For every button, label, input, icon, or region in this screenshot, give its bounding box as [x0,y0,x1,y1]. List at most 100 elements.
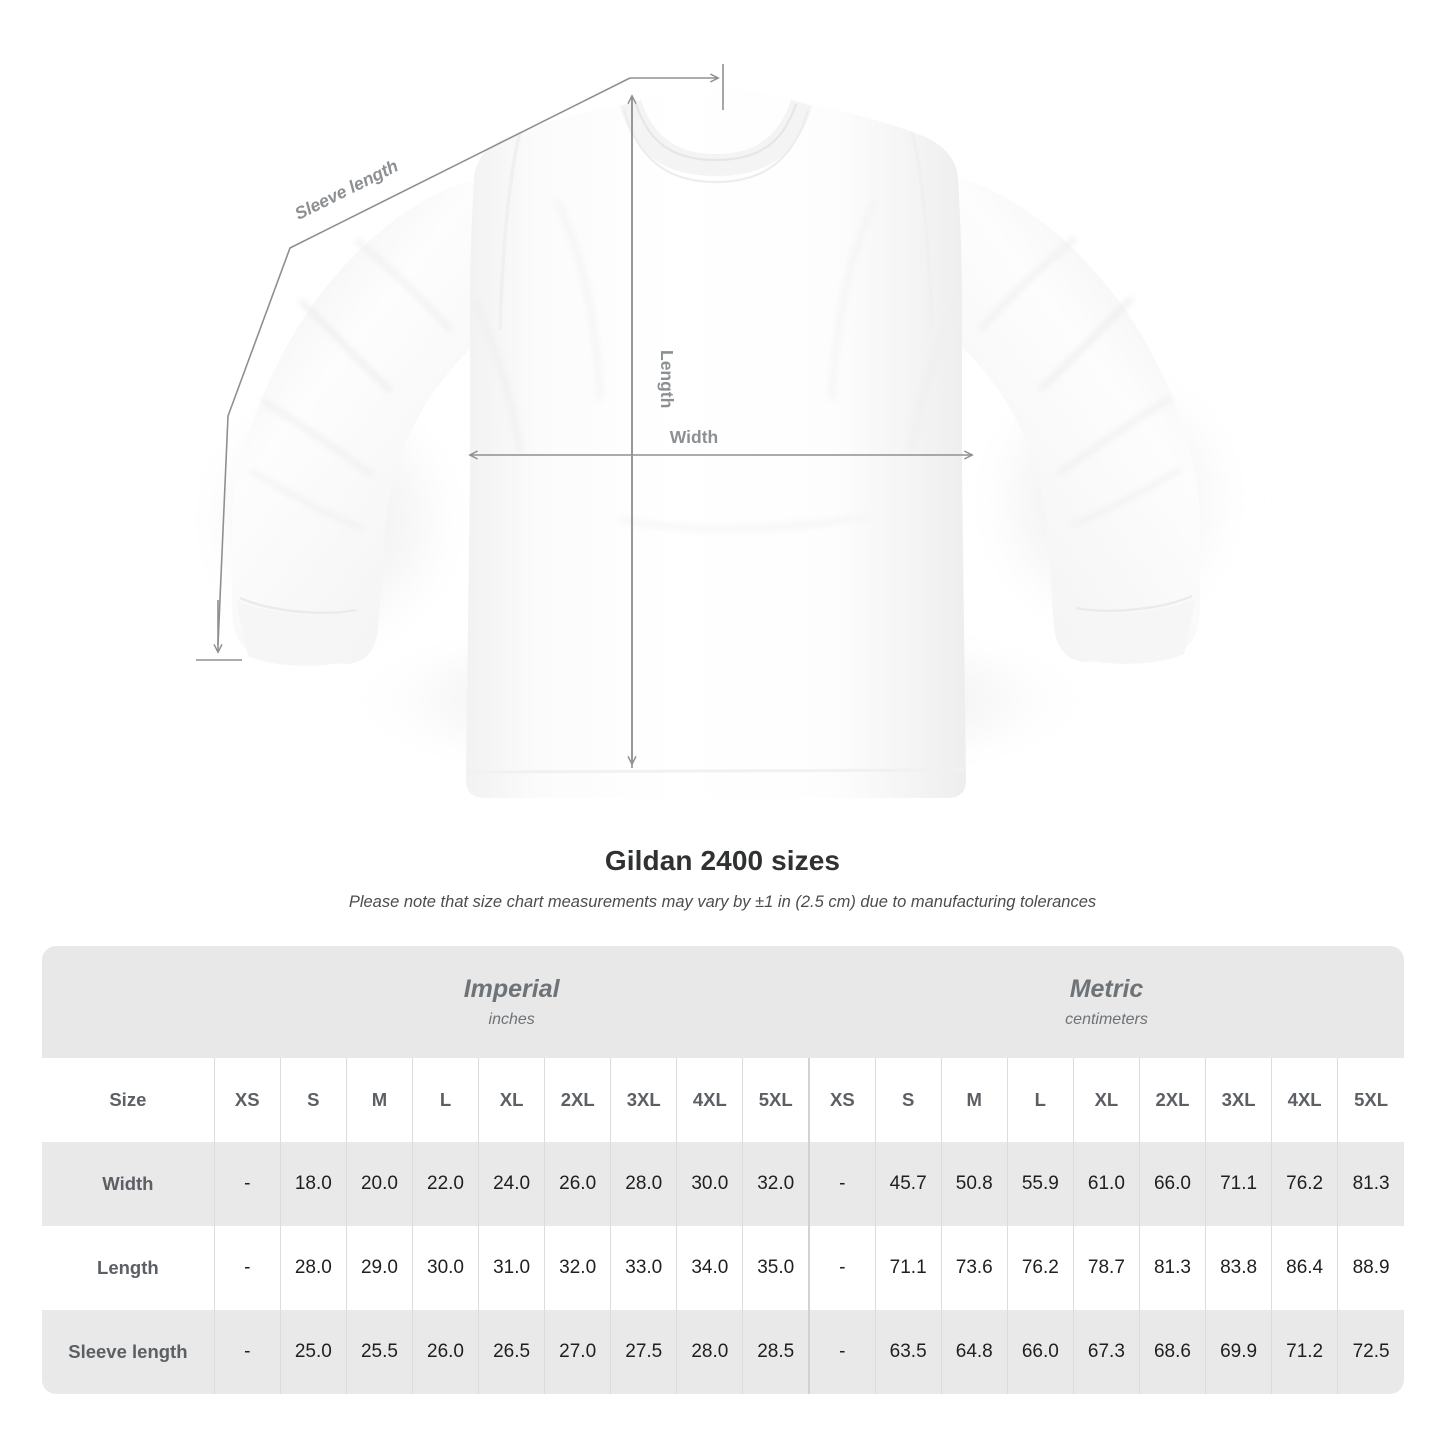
col-header-metric-s: S [874,1058,942,1142]
col-header-imperial-m: M [345,1058,413,1142]
col-header-metric-m: M [940,1058,1008,1142]
cell-sleeve-metric-2xl: 68.6 [1138,1310,1206,1394]
page-title: Gildan 2400 sizes [604,845,841,876]
cell-width-imperial-2xl: 26.0 [544,1142,611,1226]
cell-length-imperial-4xl: 34.0 [676,1226,743,1310]
unit-banner-metric: Metric centimeters [809,946,1404,1058]
garment-illustration: Sleeve length Length Width [180,64,1260,798]
col-header-imperial-xs: XS [213,1058,281,1142]
cell-length-metric-xl: 78.7 [1072,1226,1140,1310]
cell-length-metric-4xl: 86.4 [1271,1226,1338,1310]
cell-width-metric-3xl: 71.1 [1205,1142,1272,1226]
cell-length-imperial-xs: - [213,1226,281,1310]
col-header-metric-3xl: 3XL [1205,1058,1272,1142]
cell-length-metric-2xl: 81.3 [1138,1226,1206,1310]
cell-width-imperial-xs: - [213,1142,281,1226]
cell-sleeve-imperial-xs: - [213,1310,281,1394]
cell-sleeve-imperial-5xl: 28.5 [742,1310,810,1394]
cell-sleeve-metric-5xl: 72.5 [1337,1310,1404,1394]
cell-sleeve-imperial-m: 25.5 [345,1310,413,1394]
col-header-metric-xs: XS [808,1058,876,1142]
col-header-metric-xl: XL [1072,1058,1140,1142]
size-table-container: Imperial inches Metric centimeters Size … [42,946,1404,1394]
table-header-row: Size XS S M L XL 2XL 3XL 4XL 5XL XS S M … [42,1058,1404,1142]
corner-label: Size [42,1058,215,1142]
cell-width-imperial-4xl: 30.0 [676,1142,743,1226]
row-label-sleeve-length: Sleeve length [42,1310,215,1394]
cell-sleeve-metric-4xl: 71.2 [1271,1310,1338,1394]
col-header-imperial-2xl: 2XL [544,1058,611,1142]
unit-banner-imperial: Imperial inches [214,946,810,1058]
table-row: Length - 28.0 29.0 30.0 31.0 32.0 33.0 3… [42,1226,1404,1310]
cell-length-metric-l: 76.2 [1006,1226,1074,1310]
cell-width-imperial-l: 22.0 [411,1142,479,1226]
table-row: Sleeve length - 25.0 25.5 26.0 26.5 27.0… [42,1310,1404,1394]
col-header-metric-2xl: 2XL [1138,1058,1206,1142]
unit-banner-row: Imperial inches Metric centimeters [42,946,1404,1058]
cell-width-metric-xl: 61.0 [1072,1142,1140,1226]
unit-sub-imperial: inches [488,1011,535,1029]
tolerance-note: Please note that size chart measurements… [348,893,1097,911]
cell-length-imperial-s: 28.0 [279,1226,347,1310]
col-header-metric-l: L [1006,1058,1074,1142]
table-row: Width - 18.0 20.0 22.0 24.0 26.0 28.0 30… [42,1142,1404,1226]
title-block: Gildan 2400 sizes Please note that size … [0,845,1445,912]
col-header-imperial-4xl: 4XL [676,1058,743,1142]
cell-sleeve-imperial-l: 26.0 [411,1310,479,1394]
measurement-annotations [196,64,972,768]
left-sleeve [232,180,534,666]
sleeve-measure-path [217,77,631,646]
cell-width-metric-xs: - [808,1142,876,1226]
cell-length-imperial-l: 30.0 [411,1226,479,1310]
col-header-imperial-5xl: 5XL [742,1058,810,1142]
cell-sleeve-metric-xl: 67.3 [1072,1310,1140,1394]
cell-sleeve-imperial-xl: 26.5 [478,1310,545,1394]
cell-width-imperial-s: 18.0 [279,1142,347,1226]
cell-sleeve-imperial-4xl: 28.0 [676,1310,743,1394]
cell-length-metric-s: 71.1 [874,1226,942,1310]
garment-svg: Sleeve length Length Width [180,64,1260,798]
sleeve-length-label: Sleeve length [291,156,401,224]
cell-sleeve-metric-s: 63.5 [874,1310,942,1394]
col-header-metric-4xl: 4XL [1271,1058,1338,1142]
cell-width-metric-2xl: 66.0 [1138,1142,1206,1226]
cell-length-imperial-m: 29.0 [345,1226,413,1310]
cell-length-imperial-2xl: 32.0 [544,1226,611,1310]
unit-name-imperial: Imperial [463,974,560,1003]
cell-width-imperial-xl: 24.0 [478,1142,545,1226]
row-label-width: Width [42,1142,215,1226]
col-header-metric-5xl: 5XL [1337,1058,1404,1142]
cell-sleeve-imperial-s: 25.0 [279,1310,347,1394]
cell-sleeve-imperial-3xl: 27.5 [610,1310,677,1394]
right-sleeve [898,178,1200,664]
col-header-imperial-3xl: 3XL [610,1058,677,1142]
col-header-imperial-s: S [279,1058,347,1142]
cell-width-metric-5xl: 81.3 [1337,1142,1404,1226]
cell-length-metric-xs: - [808,1226,876,1310]
cell-width-metric-m: 50.8 [940,1142,1008,1226]
unit-sub-metric: centimeters [1065,1011,1148,1029]
col-header-imperial-l: L [411,1058,479,1142]
cell-length-metric-m: 73.6 [940,1226,1008,1310]
shirt-body [466,89,966,798]
cell-sleeve-metric-l: 66.0 [1006,1310,1074,1394]
cell-width-imperial-3xl: 28.0 [610,1142,677,1226]
cell-width-metric-s: 45.7 [874,1142,942,1226]
length-label: Length [657,350,677,408]
cell-width-metric-l: 55.9 [1006,1142,1074,1226]
cell-width-imperial-5xl: 32.0 [742,1142,810,1226]
cell-length-imperial-5xl: 35.0 [742,1226,810,1310]
cell-sleeve-imperial-2xl: 27.0 [544,1310,611,1394]
cell-width-imperial-m: 20.0 [345,1142,413,1226]
cell-sleeve-metric-3xl: 69.9 [1205,1310,1272,1394]
cell-sleeve-metric-m: 64.8 [940,1310,1008,1394]
cell-width-metric-4xl: 76.2 [1271,1142,1338,1226]
cell-length-imperial-3xl: 33.0 [610,1226,677,1310]
cell-sleeve-metric-xs: - [808,1310,876,1394]
cell-length-metric-3xl: 83.8 [1205,1226,1272,1310]
banner-spacer [42,946,215,1058]
unit-name-metric: Metric [1069,974,1144,1003]
width-label: Width [670,427,718,447]
cell-length-imperial-xl: 31.0 [478,1226,545,1310]
